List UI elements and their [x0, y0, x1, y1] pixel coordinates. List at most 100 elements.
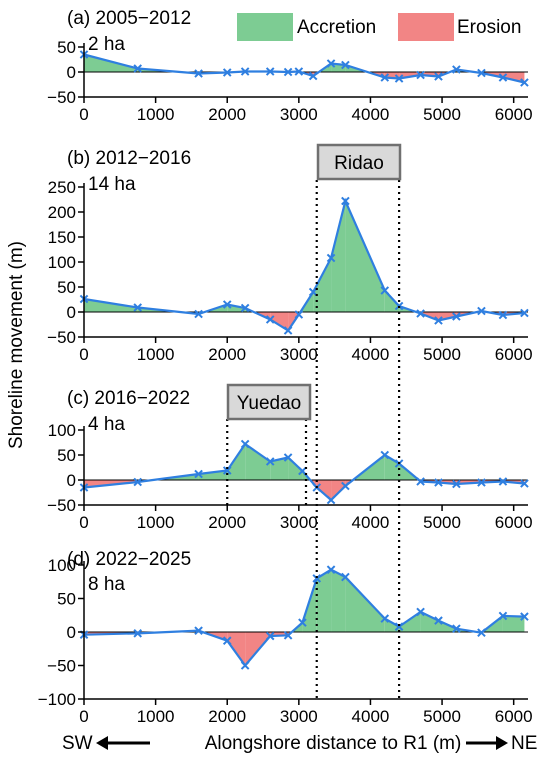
x-tick-label: 6000 — [495, 513, 533, 532]
ne-arrow-head — [496, 736, 508, 750]
erosion-area — [253, 312, 271, 320]
legend-accretion-swatch — [237, 13, 293, 41]
y-tick-label: 50 — [57, 590, 76, 609]
x-tick-label: 2000 — [208, 513, 246, 532]
data-point — [312, 574, 322, 583]
y-tick-label: 0 — [67, 303, 76, 322]
y-tick-label: 50 — [57, 278, 76, 297]
data-point — [380, 73, 390, 82]
y-tick-label: 50 — [57, 446, 76, 465]
data-point — [477, 306, 486, 316]
data-point — [477, 628, 486, 637]
accretion-area — [227, 444, 246, 480]
sw-arrow-head — [96, 736, 108, 750]
data-point — [341, 196, 350, 206]
y-tick-label: 100 — [48, 253, 76, 272]
accretion-area — [502, 615, 525, 632]
data-point — [194, 626, 203, 635]
panel-subtitle: 2 ha — [88, 34, 125, 55]
panel-subtitle: 4 ha — [88, 414, 125, 435]
data-point — [326, 565, 336, 574]
data-point — [452, 479, 461, 489]
legend-accretion-label: Accretion — [297, 17, 376, 38]
data-point — [520, 308, 529, 318]
data-point — [341, 60, 350, 70]
y-tick-label: 0 — [67, 623, 76, 642]
data-point — [133, 303, 143, 312]
data-point — [380, 450, 390, 460]
data-point — [416, 477, 425, 486]
x-tick-label: 2000 — [208, 345, 246, 364]
data-point — [434, 616, 443, 625]
accretion-area — [316, 569, 332, 632]
y-tick-label: 0 — [67, 63, 76, 82]
data-point — [498, 477, 508, 486]
panel-subtitle: 14 ha — [88, 174, 136, 195]
x-tick-label: 2000 — [208, 105, 246, 124]
accretion-area — [399, 611, 421, 632]
x-tick-label: 0 — [79, 345, 88, 364]
data-point — [416, 70, 425, 80]
y-tick-label: 150 — [48, 228, 76, 247]
data-point — [222, 466, 232, 475]
accretion-area — [84, 299, 138, 312]
data-point — [477, 478, 486, 487]
data-point — [452, 624, 461, 633]
accretion-area — [313, 258, 332, 312]
legend-erosion-swatch — [398, 13, 454, 41]
ne-label: NE — [511, 733, 537, 754]
x-tick-label: 3000 — [280, 345, 318, 364]
x-axis-label: Alongshore distance to R1 (m) — [205, 733, 462, 754]
data-point — [194, 69, 203, 78]
panel-title: (c) 2016−2022 — [67, 388, 190, 409]
data-point — [498, 310, 508, 320]
series-line — [83, 568, 525, 668]
data-point — [222, 636, 232, 646]
data-point — [520, 78, 529, 87]
x-tick-label: 4000 — [352, 105, 390, 124]
data-point — [416, 309, 425, 318]
x-tick-label: 0 — [79, 707, 88, 726]
panel-title: (d) 2022−2025 — [67, 549, 191, 570]
yuedao-label: Yuedao — [237, 393, 301, 414]
data-point — [520, 479, 529, 488]
data-point — [222, 68, 232, 77]
y-tick-label: −50 — [47, 657, 76, 676]
y-tick-label: −50 — [47, 88, 76, 107]
data-point — [283, 631, 293, 640]
data-point — [498, 73, 508, 82]
sw-label: SW — [62, 733, 93, 754]
data-point — [298, 466, 307, 476]
accretion-area — [345, 577, 385, 632]
x-tick-label: 4000 — [352, 707, 390, 726]
x-tick-label: 0 — [79, 105, 88, 124]
y-tick-label: −50 — [47, 328, 76, 347]
data-point — [240, 303, 250, 313]
x-tick-label: 1000 — [137, 105, 175, 124]
erosion-area — [502, 72, 525, 83]
data-point — [520, 612, 529, 621]
yuedao-box — [226, 383, 312, 421]
x-tick-label: 5000 — [423, 513, 461, 532]
x-tick-label: 1000 — [137, 345, 175, 364]
accretion-area — [331, 569, 346, 632]
data-point — [394, 74, 404, 83]
ridao-label: Ridao — [334, 153, 384, 174]
accretion-area — [384, 455, 400, 480]
data-point — [194, 309, 203, 319]
data-point — [326, 59, 336, 68]
x-tick-label: 3000 — [280, 707, 318, 726]
accretion-area — [420, 611, 439, 632]
y-tick-label: −50 — [47, 496, 76, 515]
x-tick-label: 2000 — [208, 707, 246, 726]
x-tick-label: 6000 — [495, 707, 533, 726]
data-point — [133, 64, 143, 73]
accretion-area — [198, 470, 228, 480]
data-point — [434, 72, 443, 81]
data-point — [265, 631, 275, 641]
x-tick-label: 5000 — [423, 105, 461, 124]
data-point — [498, 611, 508, 621]
accretion-area — [270, 457, 289, 480]
